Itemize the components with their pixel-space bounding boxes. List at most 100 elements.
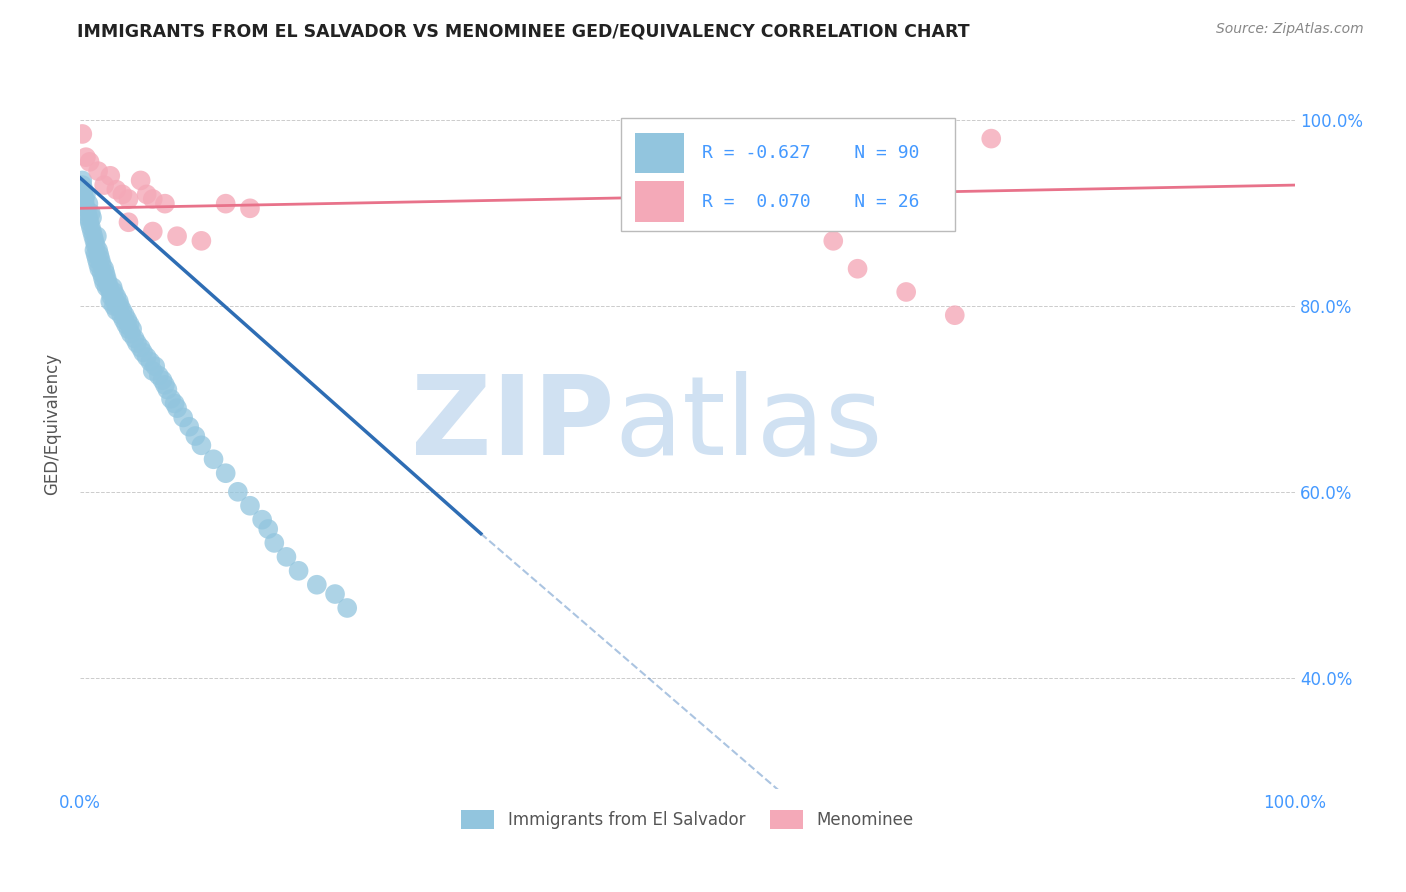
Point — [84, 248, 107, 262]
Point — [107, 294, 129, 309]
Point — [124, 331, 146, 345]
Point — [250, 513, 273, 527]
Point — [114, 308, 136, 322]
Point — [142, 225, 165, 239]
Point — [107, 299, 129, 313]
Point — [943, 308, 966, 322]
Point — [737, 131, 759, 145]
Point — [80, 219, 103, 234]
Point — [80, 206, 103, 220]
Text: ZIP: ZIP — [411, 371, 614, 478]
Point — [215, 467, 238, 481]
Point — [112, 313, 135, 327]
Point — [163, 396, 186, 410]
Point — [108, 299, 131, 313]
Point — [153, 378, 176, 392]
Text: atlas: atlas — [614, 371, 883, 478]
Y-axis label: GED/Equivalency: GED/Equivalency — [44, 353, 60, 495]
Point — [75, 202, 97, 216]
Point — [94, 266, 117, 280]
Point — [202, 452, 225, 467]
Point — [896, 285, 918, 299]
Point — [135, 187, 157, 202]
Point — [89, 248, 111, 262]
Point — [103, 299, 125, 313]
Point — [72, 173, 94, 187]
Point — [98, 280, 121, 294]
Point — [135, 350, 157, 364]
FancyBboxPatch shape — [636, 133, 683, 173]
Point — [98, 294, 121, 309]
Point — [89, 252, 111, 267]
Point — [117, 322, 139, 336]
Point — [93, 178, 115, 192]
Point — [139, 354, 162, 368]
Point — [105, 183, 128, 197]
Point — [263, 536, 285, 550]
Point — [76, 206, 98, 220]
Point — [115, 318, 138, 332]
Point — [184, 429, 207, 443]
Point — [84, 238, 107, 252]
Point — [96, 271, 118, 285]
Point — [121, 322, 143, 336]
Point — [980, 131, 1002, 145]
Point — [823, 234, 845, 248]
Point — [73, 196, 96, 211]
Point — [172, 410, 194, 425]
Point — [160, 392, 183, 406]
Text: Source: ZipAtlas.com: Source: ZipAtlas.com — [1216, 22, 1364, 37]
Point — [79, 154, 101, 169]
Point — [100, 290, 122, 304]
Point — [83, 243, 105, 257]
Point — [103, 285, 125, 299]
Text: R = -0.627    N = 90: R = -0.627 N = 90 — [702, 144, 920, 161]
Point — [125, 336, 148, 351]
Point — [77, 196, 100, 211]
Point — [336, 601, 359, 615]
Point — [153, 196, 176, 211]
FancyBboxPatch shape — [620, 118, 955, 231]
Point — [80, 225, 103, 239]
Point — [190, 234, 212, 248]
Point — [101, 280, 124, 294]
Point — [72, 127, 94, 141]
Point — [72, 187, 94, 202]
Point — [166, 229, 188, 244]
Point — [98, 169, 121, 183]
Point — [87, 164, 110, 178]
Point — [72, 178, 94, 192]
Point — [117, 215, 139, 229]
Point — [96, 280, 118, 294]
Point — [142, 364, 165, 378]
Point — [120, 326, 142, 341]
Point — [846, 261, 869, 276]
Point — [75, 187, 97, 202]
Point — [90, 266, 112, 280]
Point — [110, 308, 132, 322]
Point — [105, 303, 128, 318]
Point — [276, 549, 298, 564]
Point — [90, 257, 112, 271]
Point — [118, 318, 141, 332]
Point — [72, 183, 94, 197]
Point — [75, 150, 97, 164]
Point — [93, 261, 115, 276]
Point — [129, 341, 152, 355]
Point — [179, 419, 201, 434]
Point — [823, 131, 845, 145]
Point — [93, 276, 115, 290]
Point — [89, 261, 111, 276]
Point — [129, 173, 152, 187]
Point — [257, 522, 280, 536]
Point — [117, 313, 139, 327]
Point — [86, 252, 108, 267]
Point — [305, 578, 328, 592]
Point — [226, 484, 249, 499]
Point — [104, 294, 127, 309]
Legend: Immigrants from El Salvador, Menominee: Immigrants from El Salvador, Menominee — [454, 803, 921, 836]
Point — [91, 271, 114, 285]
Point — [156, 383, 179, 397]
Point — [87, 257, 110, 271]
Point — [111, 303, 134, 318]
